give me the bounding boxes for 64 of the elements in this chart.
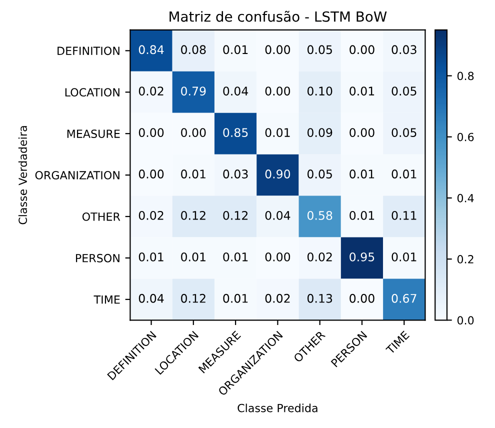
- data-label: 0.05: [307, 170, 332, 178]
- data-label: 0.01: [350, 170, 374, 178]
- y-tick-label: TIME: [94, 296, 120, 304]
- data-label: 0.01: [223, 45, 248, 54]
- y-tick-label: PERSON: [76, 254, 120, 262]
- data-label: 0.09: [307, 128, 332, 138]
- data-label: 0.11: [392, 211, 416, 220]
- data-label: 0.01: [350, 211, 374, 220]
- data-label: 0.04: [223, 86, 248, 96]
- data-label: 0.04: [138, 294, 164, 303]
- data-label: 0.01: [392, 252, 416, 262]
- data-label: 0.02: [138, 211, 164, 220]
- data-label: 0.84: [138, 45, 164, 54]
- data-label: 0.00: [265, 252, 290, 262]
- data-label: 0.00: [265, 86, 290, 96]
- data-label: 0.00: [138, 128, 164, 138]
- data-label: 0.01: [181, 170, 206, 178]
- data-label: 0.58: [307, 211, 332, 220]
- data-label: 0.00: [138, 170, 164, 178]
- data-label: 0.05: [392, 86, 416, 96]
- x-axis-title: Classe Predida: [238, 404, 318, 412]
- data-label: 0.00: [350, 45, 374, 54]
- data-label: 0.03: [223, 170, 248, 178]
- data-label: 0.01: [392, 170, 416, 178]
- data-label: 0.00: [350, 294, 374, 303]
- data-label: 0.02: [307, 252, 332, 262]
- color-bar-label: 0.2: [457, 255, 474, 264]
- data-label: 0.08: [181, 45, 206, 54]
- data-label: 0.67: [392, 294, 416, 303]
- data-label: 0.00: [181, 128, 206, 138]
- data-label: 0.04: [265, 211, 290, 220]
- data-label: 0.01: [181, 252, 206, 262]
- color-bar-label: 0.8: [457, 72, 474, 80]
- y-tick-label: ORGANIZATION: [35, 171, 120, 180]
- y-axis-title: Classe Verdadeira: [18, 126, 28, 224]
- color-bar-label: 0.4: [457, 194, 474, 202]
- y-tick-label: LOCATION: [65, 88, 120, 97]
- data-label: 0.03: [392, 45, 416, 54]
- data-label: 0.05: [307, 45, 332, 54]
- data-label: 0.01: [350, 86, 374, 96]
- data-label: 0.10: [307, 86, 332, 96]
- data-label: 0.00: [265, 45, 290, 54]
- data-label: 0.01: [138, 252, 164, 262]
- color-bar-label: 0.0: [457, 316, 474, 325]
- data-label: 0.13: [307, 294, 332, 303]
- data-label: 0.01: [223, 252, 248, 262]
- data-label: 0.95: [350, 252, 374, 262]
- data-label: 0.12: [181, 211, 206, 220]
- y-tick-label: MEASURE: [67, 130, 120, 138]
- data-label: 0.00: [350, 128, 374, 138]
- y-tick-label: OTHER: [82, 212, 120, 221]
- data-label: 0.12: [181, 294, 206, 303]
- data-label: 0.02: [138, 86, 164, 96]
- y-tick-label: DEFINITION: [58, 46, 120, 56]
- data-label: 0.05: [392, 128, 416, 138]
- chart-title: Matriz de confusão - LSTM BoW: [170, 10, 387, 22]
- data-label: 0.01: [223, 294, 248, 303]
- data-label: 0.02: [265, 294, 290, 303]
- data-label: 0.85: [223, 128, 248, 138]
- data-label: 0.90: [265, 170, 290, 178]
- color-bar-label: 0.6: [457, 132, 474, 142]
- data-label: 0.79: [181, 86, 206, 96]
- data-label: 0.01: [265, 128, 290, 138]
- data-label: 0.12: [223, 211, 248, 220]
